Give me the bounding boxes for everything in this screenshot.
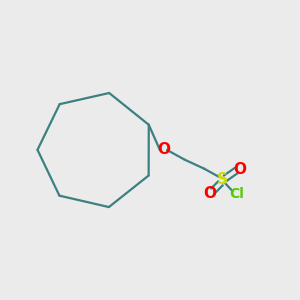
Text: O: O	[203, 186, 217, 201]
Text: S: S	[217, 172, 227, 188]
Text: O: O	[157, 142, 170, 158]
Text: Cl: Cl	[230, 187, 244, 200]
Text: O: O	[233, 162, 247, 177]
